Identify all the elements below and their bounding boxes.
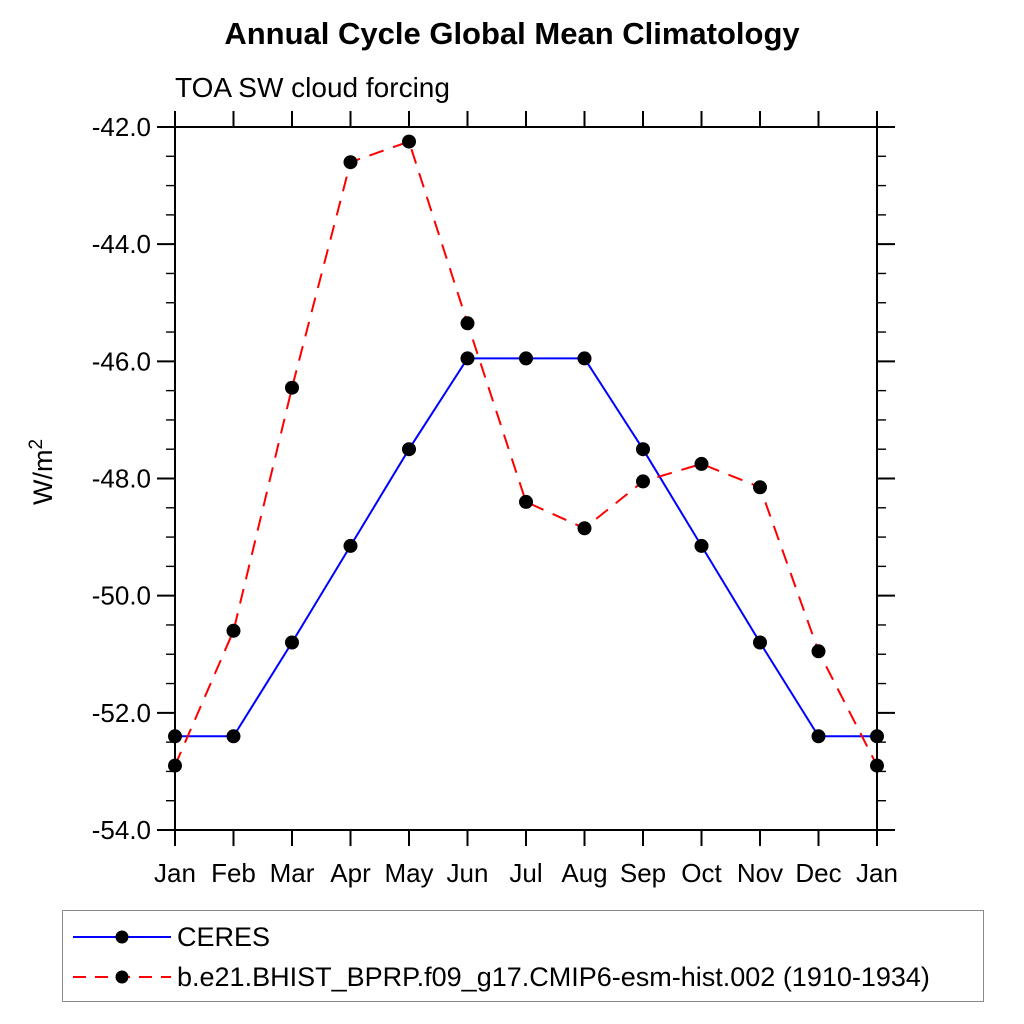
data-point-marker bbox=[226, 729, 241, 744]
data-point-marker bbox=[460, 316, 475, 331]
x-tick-label: Feb bbox=[211, 858, 256, 888]
data-point-marker bbox=[285, 380, 299, 395]
data-point-marker bbox=[519, 494, 533, 509]
x-tick-label: Oct bbox=[681, 858, 722, 888]
y-tick-label: -46.0 bbox=[92, 346, 151, 376]
y-tick-label: -54.0 bbox=[92, 815, 151, 845]
data-point-marker bbox=[402, 442, 416, 457]
data-point-marker bbox=[870, 729, 884, 744]
data-point-marker bbox=[519, 351, 533, 366]
plot-frame bbox=[174, 126, 878, 831]
data-point-marker bbox=[402, 134, 416, 149]
series-lines bbox=[168, 134, 884, 773]
x-tick-label: Jan bbox=[154, 858, 196, 888]
x-tick-label: Mar bbox=[270, 858, 315, 888]
data-point-marker bbox=[694, 456, 709, 471]
y-tick-label: -44.0 bbox=[92, 229, 151, 259]
data-point-marker bbox=[343, 538, 358, 553]
x-tick-label: Apr bbox=[330, 858, 371, 888]
y-axis-label: W/m2 bbox=[26, 439, 58, 505]
x-tick-label: May bbox=[384, 858, 433, 888]
x-tick-label: Dec bbox=[795, 858, 841, 888]
x-tick-label: Jun bbox=[447, 858, 489, 888]
data-point-marker bbox=[168, 729, 182, 744]
legend-line-sample bbox=[73, 970, 171, 984]
data-point-marker bbox=[811, 644, 826, 659]
legend: CERES b.e21.BHIST_BPRP.f09_g17.CMIP6-esm-… bbox=[62, 910, 984, 1002]
legend-line-sample bbox=[73, 930, 171, 944]
data-point-marker bbox=[577, 351, 592, 366]
x-tick-label: Aug bbox=[561, 858, 607, 888]
x-tick-label: Sep bbox=[620, 858, 666, 888]
data-point-marker bbox=[577, 521, 592, 536]
x-tick-label: Jan bbox=[856, 858, 898, 888]
data-point-marker bbox=[636, 442, 650, 457]
data-point-marker bbox=[694, 538, 709, 553]
data-point-marker bbox=[811, 729, 826, 744]
y-tick-label: -42.0 bbox=[92, 112, 151, 142]
data-point-marker bbox=[226, 623, 241, 638]
data-point-marker bbox=[285, 635, 299, 650]
data-point-marker bbox=[753, 480, 767, 495]
y-tick-label: -48.0 bbox=[92, 464, 151, 494]
series-line-0 bbox=[175, 357, 877, 738]
data-point-marker bbox=[870, 758, 884, 773]
y-tick-label: -50.0 bbox=[92, 581, 151, 611]
legend-marker-dot bbox=[115, 970, 129, 984]
y-tick-label: -52.0 bbox=[92, 698, 151, 728]
x-tick-label: Jul bbox=[509, 858, 542, 888]
legend-item-1: b.e21.BHIST_BPRP.f09_g17.CMIP6-esm-hist.… bbox=[63, 957, 983, 997]
data-point-marker bbox=[168, 758, 182, 773]
data-point-marker bbox=[460, 351, 475, 366]
data-point-marker bbox=[753, 635, 767, 650]
legend-marker-dot bbox=[115, 930, 129, 944]
x-tick-label: Nov bbox=[737, 858, 783, 888]
data-point-marker bbox=[343, 155, 358, 170]
data-point-marker bbox=[636, 474, 650, 489]
legend-label: CERES bbox=[177, 921, 271, 952]
chart-title: Annual Cycle Global Mean Climatology bbox=[224, 16, 800, 51]
legend-label: b.e21.BHIST_BPRP.f09_g17.CMIP6-esm-hist.… bbox=[177, 961, 930, 992]
series-line-1 bbox=[174, 140, 878, 767]
chart-subtitle: TOA SW cloud forcing bbox=[175, 72, 450, 103]
legend-item-0: CERES bbox=[63, 917, 983, 957]
